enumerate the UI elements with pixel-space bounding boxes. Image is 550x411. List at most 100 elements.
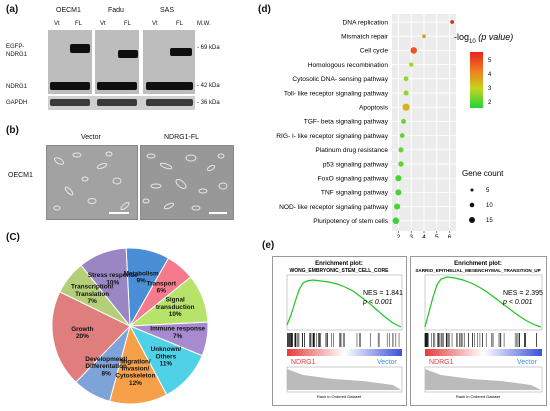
legend-size-dot-10 <box>469 202 475 208</box>
pie-slice-stress-response <box>80 247 131 328</box>
pathway-label-0: DNA replication <box>343 19 389 26</box>
pathway-label-10: p53 signaling pathway <box>323 161 389 168</box>
pie-label-5: Migration/Invasion/Cytoskeleton 12% <box>115 358 155 387</box>
band-gapdh-sas <box>146 99 193 106</box>
legend-p-tick-3: 3 <box>488 86 492 92</box>
dot-point-5 <box>403 90 409 96</box>
pie-label-1: Transport 6% <box>147 281 177 295</box>
dot-point-12 <box>395 189 402 196</box>
x-tick-2: 2 <box>397 234 401 238</box>
gsea2-nes: NES = 2.395 <box>503 290 543 297</box>
cell-line-sas: SAS <box>160 7 175 14</box>
lane-fl-3: FL <box>176 21 184 27</box>
pathway-label-6: Apoptosis <box>359 105 389 112</box>
pie-label-9: Stress response 10% <box>88 272 138 286</box>
band-gapdh-oecm1 <box>50 99 90 106</box>
pathway-label-14: Pluripotency of stem cells <box>313 218 388 225</box>
dot-point-2 <box>410 47 417 54</box>
legend-p-tick-4: 4 <box>488 72 492 78</box>
gsea2-title: Enrichment plot: <box>454 261 502 267</box>
dot-plot: DNA replication Mismatch repair Cell cycle… <box>276 14 513 238</box>
gsea1-nes: NES = 1.841 <box>363 290 403 297</box>
panel-c-label: (C) <box>6 232 20 243</box>
dot-point-13 <box>394 203 401 210</box>
pie-chart: Metabolism 9% Transport 6% Signal transductio… <box>51 247 209 405</box>
cell-line-fadu: Fadu <box>108 7 124 14</box>
x-tick-5: 5 <box>435 234 439 238</box>
band-gapdh-fadu <box>97 99 137 106</box>
gsea1-xlabel: Rank in Ordered Dataset <box>317 394 362 399</box>
legend-p-title: -log10 (p value) <box>454 32 513 45</box>
panel-d-label: (d) <box>258 4 271 15</box>
gsea2-left-label: NDRG1 <box>429 359 454 366</box>
pathway-label-13: NOD- like receptor signaling pathway <box>279 204 389 211</box>
dot-point-0 <box>450 20 455 24</box>
panel-b-label: (b) <box>6 125 19 136</box>
legend-p-tick-5: 5 <box>488 58 492 64</box>
dot-point-1 <box>422 34 426 39</box>
pie-label-7: Growth 20% <box>71 326 93 340</box>
panel-e-label: (e) <box>262 240 275 251</box>
dot-point-6 <box>402 103 410 111</box>
pie-label-4: Unknown/Others 11% <box>151 346 182 367</box>
legend-size-dot-5 <box>470 188 474 192</box>
lane-vt-2: Vt <box>100 21 106 27</box>
gsea-plot-2: Enrichment plot: SARRIO_EPITHELIAL_MESEN… <box>410 256 547 406</box>
band-ndrg1-fadu <box>97 82 137 90</box>
dot-point-3 <box>408 62 414 67</box>
pie-label-0: Metabolism 9% <box>124 270 159 284</box>
band-egfp-fadu <box>118 50 138 58</box>
row-label-ndrg1: NDRG1 <box>6 84 28 90</box>
pathway-label-8: RIG- I- like receptor signaling pathway <box>276 133 388 140</box>
legend-size-dot-15 <box>469 217 475 223</box>
pie-label-3: Immune response 7% <box>150 326 205 340</box>
legend-p-tick-2: 2 <box>488 100 492 106</box>
mw-header: M.W. <box>197 21 211 27</box>
pie-slice-growth <box>51 291 131 383</box>
gsea2-p: p < 0.001 <box>502 299 532 306</box>
legend-size-title: Gene count <box>462 169 504 178</box>
mw-36: - 36 kDa <box>197 100 220 106</box>
gsea1-subtitle: WONG_EMBRYONIC_STEM_CELL_CORE <box>290 268 390 274</box>
band-egfp-oecm1 <box>70 44 90 53</box>
row-label-gapdh: GAPDH <box>6 100 28 106</box>
legend-size-10: 10 <box>486 203 493 209</box>
pathway-label-1: Mismatch repair <box>341 34 389 41</box>
gsea2-right-label: Vector <box>517 359 538 366</box>
pathway-label-3: Homologous recombination <box>308 62 389 69</box>
mw-42: - 42 kDa <box>197 83 220 89</box>
gsea-plot-1: Enrichment plot: WONG_EMBRYONIC_STEM_CEL… <box>272 256 407 406</box>
dot-point-8 <box>399 133 405 138</box>
micro-row-oecm1: OECM1 <box>8 172 33 179</box>
micrograph-vector <box>46 145 138 220</box>
micro-col-ndrg1: NDRG1-FL <box>164 134 200 141</box>
dot-point-14 <box>392 217 400 225</box>
x-tick-6: 6 <box>448 234 452 238</box>
row-label-egfp-ndrg1: EGFP- NDRG1 <box>6 44 28 58</box>
lane-vt-1: Vt <box>54 21 60 27</box>
gsea1-right-label: Vector <box>377 359 398 366</box>
dot-point-4 <box>403 76 409 82</box>
pathway-label-2: Cell cycle <box>360 48 389 55</box>
band-egfp-sas <box>170 48 192 56</box>
mw-69: - 69 kDa <box>197 45 220 51</box>
gsea2-xlabel: Rank in Ordered Dataset <box>456 394 501 399</box>
cell-line-oecm1: OECM1 <box>56 7 81 14</box>
pathway-label-7: TGF- beta signaling pathway <box>304 119 389 126</box>
pie-label-6: Development/Differentation 8% <box>85 356 127 377</box>
dot-point-9 <box>398 147 404 153</box>
gsea1-title: Enrichment plot: <box>315 261 363 267</box>
dot-point-11 <box>395 175 402 182</box>
dot-point-10 <box>398 161 404 167</box>
gsea2-subtitle: SARRIO_EPITHELIAL_MESENCHYMAL_TRANSITION… <box>415 268 540 273</box>
pathway-label-9: Platinum drug resistance <box>315 147 388 154</box>
band-ndrg1-sas <box>146 82 193 90</box>
lane-vt-3: Vt <box>152 21 158 27</box>
micrograph-ndrg1-fl <box>140 145 234 220</box>
lane-fl-1: FL <box>75 21 83 27</box>
pathway-label-12: TNF signaling pathway <box>321 190 389 197</box>
dot-point-7 <box>401 119 406 124</box>
pathway-label-5: Toll- like receptor signaling pathway <box>284 90 389 97</box>
gsea1-p: p < 0.001 <box>362 299 392 306</box>
pathway-label-11: FoxO signaling pathway <box>318 176 389 183</box>
